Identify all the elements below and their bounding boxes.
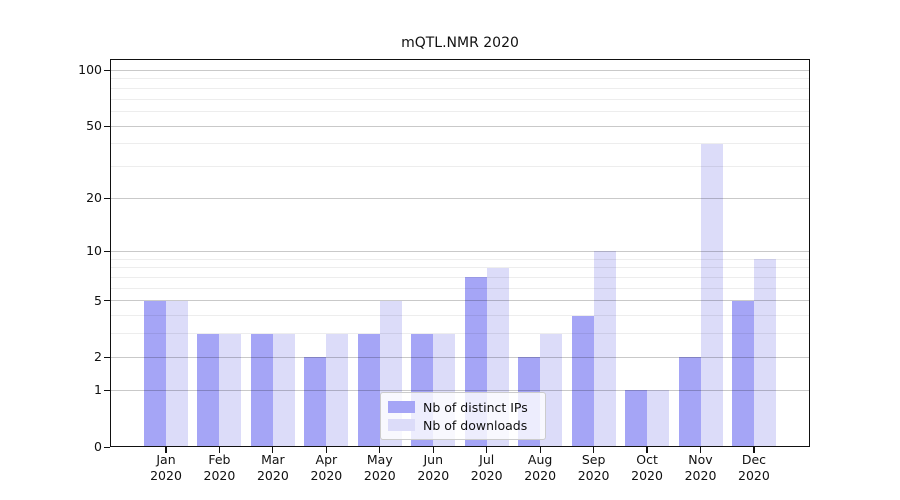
x-axis-tick-mark — [593, 447, 595, 453]
y-major-gridline — [110, 300, 810, 302]
plot-area — [110, 59, 810, 447]
y-major-gridline — [110, 125, 810, 127]
bar-distinct-ips — [625, 390, 648, 447]
y-minor-gridline — [110, 78, 810, 80]
legend-swatch-downloads — [388, 419, 415, 431]
bar-distinct-ips — [678, 357, 701, 447]
y-minor-gridline — [110, 287, 810, 289]
y-minor-gridline — [110, 98, 810, 100]
y-axis-tick-label: 1 — [94, 382, 102, 398]
bar-distinct-ips — [144, 300, 166, 447]
x-axis-tick-mark — [539, 447, 541, 453]
legend: Nb of distinct IPs Nb of downloads — [380, 392, 546, 440]
y-minor-gridline — [110, 166, 810, 168]
y-major-gridline — [110, 197, 810, 199]
x-axis-tick-mark — [646, 447, 648, 453]
bar-downloads — [593, 251, 616, 447]
y-minor-gridline — [110, 267, 810, 269]
bar-distinct-ips — [731, 300, 754, 447]
y-axis-tick-mark — [104, 69, 110, 71]
x-axis-tick-label: Sep 2020 — [577, 452, 610, 483]
y-axis-tick-mark — [104, 250, 110, 252]
legend-swatch-distinct-ips — [388, 401, 415, 413]
y-minor-gridline — [110, 333, 810, 335]
bar-downloads — [700, 143, 723, 447]
x-axis-tick-label: Apr 2020 — [310, 452, 343, 483]
x-axis-tick-mark — [379, 447, 381, 453]
bar-downloads — [753, 259, 776, 447]
bar-distinct-ips — [250, 333, 273, 447]
x-axis-tick-label: Jun 2020 — [417, 452, 450, 483]
bar-distinct-ips — [571, 315, 594, 447]
y-axis-tick-mark — [104, 446, 110, 448]
legend-label-downloads: Nb of downloads — [423, 417, 528, 433]
y-axis-tick-label: 5 — [94, 292, 102, 308]
y-axis-tick-label: 2 — [94, 349, 102, 365]
x-axis-tick-label: May 2020 — [363, 452, 396, 483]
y-axis-tick-mark — [104, 125, 110, 127]
y-minor-gridline — [110, 87, 810, 89]
x-axis-tick-label: Oct 2020 — [631, 452, 663, 483]
x-axis-tick-label: Aug 2020 — [524, 452, 557, 483]
bar-distinct-ips — [357, 333, 380, 447]
y-major-gridline — [110, 250, 810, 252]
bar-downloads — [166, 300, 188, 447]
y-major-gridline — [110, 69, 810, 71]
x-axis-tick-mark — [165, 447, 167, 453]
y-axis-tick-mark — [104, 300, 110, 302]
y-axis-tick-label: 100 — [78, 62, 102, 78]
legend-label-distinct-ips: Nb of distinct IPs — [423, 399, 528, 415]
x-axis-tick-label: Mar 2020 — [256, 452, 289, 483]
x-axis-tick-label: Dec 2020 — [738, 452, 770, 483]
x-axis-tick-label: Nov 2020 — [684, 452, 717, 483]
y-axis-tick-mark — [104, 356, 110, 359]
legend-row-downloads: Nb of downloads — [388, 416, 537, 434]
x-axis-tick-mark — [272, 447, 274, 453]
bar-distinct-ips — [304, 357, 327, 447]
x-axis-tick-mark — [325, 447, 327, 453]
y-axis-tick-label: 20 — [86, 190, 102, 206]
y-minor-gridline — [110, 258, 810, 260]
y-axis-tick-label: 50 — [86, 118, 102, 134]
y-axis-tick-label: 0 — [94, 439, 102, 454]
x-axis-tick-mark — [753, 447, 755, 453]
y-major-gridline — [110, 356, 810, 358]
x-axis-tick-label: Jan 2020 — [150, 452, 182, 483]
x-axis-tick-mark — [699, 447, 702, 453]
x-axis-tick-mark — [218, 447, 221, 453]
bar-downloads — [219, 333, 242, 447]
bar-downloads — [326, 333, 349, 447]
y-minor-gridline — [110, 110, 810, 112]
y-minor-gridline — [110, 276, 810, 278]
y-axis-tick-mark — [104, 197, 110, 200]
y-axis-tick-label: 10 — [86, 243, 102, 259]
y-axis-tick-mark — [104, 389, 110, 392]
bar-distinct-ips — [197, 333, 220, 447]
x-axis-tick-mark — [432, 447, 434, 453]
x-axis-tick-label: Jul 2020 — [470, 452, 503, 483]
bar-downloads — [647, 390, 670, 447]
chart-title: mQTL.NMR 2020 — [401, 35, 519, 51]
y-minor-gridline — [110, 143, 810, 145]
x-axis-tick-label: Feb 2020 — [203, 452, 236, 483]
legend-row-distinct-ips: Nb of distinct IPs — [388, 398, 537, 416]
bar-downloads — [272, 333, 295, 447]
y-major-gridline — [110, 389, 810, 391]
y-minor-gridline — [110, 315, 810, 317]
x-axis-tick-mark — [486, 447, 488, 453]
